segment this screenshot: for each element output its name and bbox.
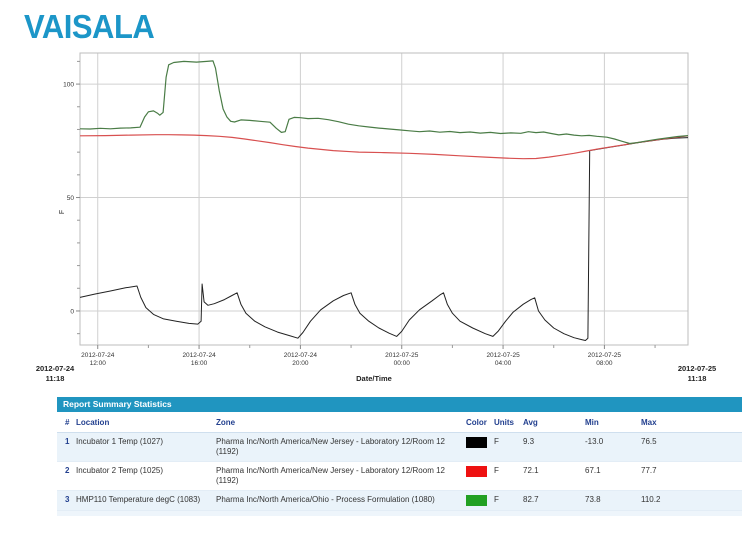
series-color-swatch	[466, 466, 487, 477]
cell-zone: Pharma Inc/North America/New Jersey - La…	[216, 466, 445, 485]
x-tick-date: 2012-07-24	[284, 352, 318, 359]
cell-max: 77.7	[641, 466, 657, 475]
x-tick-date: 2012-07-25	[385, 352, 419, 359]
cell-zone: Pharma Inc/North America/Ohio - Process …	[216, 495, 435, 504]
x-tick-time: 20:00	[292, 360, 309, 367]
cell-avg: 9.3	[523, 437, 535, 446]
series-color-swatch	[466, 495, 487, 506]
cell-zone: Pharma Inc/North America/New Jersey - La…	[216, 437, 445, 456]
col-header-num: #	[65, 418, 70, 427]
col-header-min: Min	[585, 418, 599, 427]
cell-num: 2	[65, 466, 70, 475]
series-color-cell	[466, 433, 494, 452]
table-header-row: # Location Zone Color Units Avg Min Max	[57, 412, 742, 433]
table-row: 2 Incubator 2 Temp (1025) Pharma Inc/North…	[57, 462, 742, 491]
cell-max: 110.2	[641, 495, 661, 504]
cell-location: Incubator 1 Temp (1027)	[76, 437, 164, 446]
series-color-swatch	[466, 437, 487, 448]
col-header-location: Location	[76, 418, 110, 427]
series-line-1	[79, 137, 689, 341]
report-summary-table: Report Summary Statistics # Location Zon…	[57, 397, 742, 516]
cell-num: 3	[65, 495, 70, 504]
table-row: 1 Incubator 1 Temp (1027) Pharma Inc/North…	[57, 433, 742, 462]
table-footer-bar	[57, 511, 742, 516]
cell-num: 1	[65, 437, 70, 446]
cell-avg: 72.1	[523, 466, 539, 475]
x-tick-date: 2012-07-25	[588, 352, 622, 359]
y-axis-title: F	[59, 210, 66, 214]
x-tick-time: 16:00	[191, 360, 208, 367]
cell-min: 73.8	[585, 495, 601, 504]
series-color-cell	[466, 462, 494, 481]
x-tick-time: 00:00	[394, 360, 411, 367]
x-tick-time: 08:00	[596, 360, 613, 367]
cell-units: F	[494, 437, 499, 446]
x-tick-time: 12:00	[90, 360, 107, 367]
range-end-time: 11:18	[688, 374, 707, 383]
x-tick-date: 2012-07-24	[81, 352, 115, 359]
temperature-trend-chart: 0501002012-07-2412:002012-07-2416:002012…	[36, 52, 716, 383]
col-header-max: Max	[641, 418, 657, 427]
x-axis-title: Date/Time	[356, 374, 392, 383]
vaisala-logo: VAISALA	[24, 8, 155, 46]
series-line-3	[79, 60, 689, 145]
cell-max: 76.5	[641, 437, 657, 446]
col-header-avg: Avg	[523, 418, 538, 427]
series-color-cell	[466, 491, 494, 510]
cell-min: 67.1	[585, 466, 601, 475]
cell-location: HMP110 Temperature degC (1083)	[76, 495, 201, 504]
col-header-zone: Zone	[216, 418, 236, 427]
table-title: Report Summary Statistics	[57, 397, 742, 412]
range-end-date: 2012-07-25	[678, 364, 716, 373]
x-tick-date: 2012-07-24	[182, 352, 216, 359]
y-tick-label: 50	[67, 195, 75, 202]
col-header-units: Units	[494, 418, 514, 427]
x-tick-date: 2012-07-25	[486, 352, 520, 359]
plot-border	[79, 52, 689, 346]
cell-units: F	[494, 466, 499, 475]
cell-units: F	[494, 495, 499, 504]
range-start-date: 2012-07-24	[36, 364, 75, 373]
cell-avg: 82.7	[523, 495, 539, 504]
table-row: 3 HMP110 Temperature degC (1083) Pharma In…	[57, 491, 742, 511]
y-tick-label: 100	[63, 81, 74, 88]
table-body: 1 Incubator 1 Temp (1027) Pharma Inc/North…	[57, 433, 742, 511]
cell-location: Incubator 2 Temp (1025)	[76, 466, 164, 475]
series-line-2	[79, 134, 689, 160]
x-tick-time: 04:00	[495, 360, 512, 367]
y-tick-label: 0	[70, 308, 74, 315]
col-header-color: Color	[466, 418, 487, 427]
range-start-time: 11:18	[46, 374, 65, 383]
cell-min: -13.0	[585, 437, 604, 446]
